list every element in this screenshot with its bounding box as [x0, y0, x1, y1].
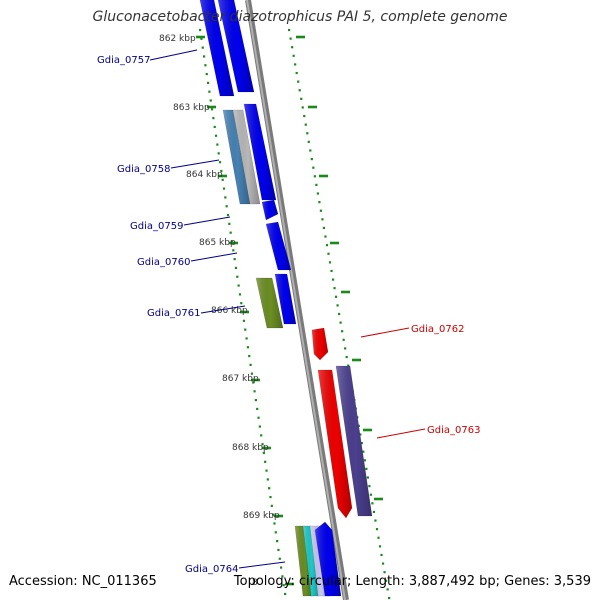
label-layer: 862 kbp 863 kbp 864 kbp 865 kbp 866 kbp 867 k… [97, 34, 480, 588]
gene-feature-shade [262, 200, 278, 220]
gene-label: Gdia_0762 [411, 324, 464, 335]
gene-feature-shade [336, 366, 372, 516]
gene-feature-shade [275, 274, 296, 324]
gene-leader-line [190, 252, 238, 262]
gene-label: Gdia_0757 [97, 55, 150, 66]
gene-leader-line [360, 327, 410, 338]
topology-stats-text: Topology: circular; Length: 3,887,492 bp… [233, 574, 591, 589]
gene-leader-line [200, 305, 246, 314]
gene-feature-shade [266, 222, 291, 270]
gene-feature-shade [295, 526, 313, 596]
gene-leader-line [183, 216, 231, 226]
gene-feature-shade [200, 0, 234, 96]
feature-layer [199, 0, 373, 597]
gene-leader-line [170, 159, 220, 169]
backbone-highlight [246, 0, 346, 600]
gene-feature-shade [303, 526, 319, 596]
gene-leader-line [238, 561, 286, 569]
gene-leader-line [149, 49, 198, 61]
position-label: 8 [252, 578, 258, 588]
gene-feature-shade [312, 328, 328, 360]
gene-leader-line [376, 428, 426, 439]
gene-feature-shade [223, 110, 250, 204]
gene-feature-shade [218, 0, 254, 92]
gene-feature-shade [318, 370, 352, 518]
position-label: 869 kbp [243, 511, 280, 521]
position-label: 863 kbp [173, 103, 210, 113]
gene-label: Gdia_0760 [137, 257, 190, 268]
position-label: 862 kbp [159, 34, 196, 44]
backbone-layer [245, 0, 349, 600]
gene-label: Gdia_0763 [427, 425, 480, 436]
gene-feature-shade [244, 104, 276, 200]
position-label: 867 kbp [222, 374, 259, 384]
position-label: 864 kbp [186, 170, 223, 180]
gene-label: Gdia_0761 [147, 308, 200, 319]
gene-feature-shade [256, 278, 283, 328]
accession-text: Accession: NC_011365 [9, 574, 157, 589]
map-title: Gluconacetobacter diazotrophicus PAI 5, … [92, 9, 508, 25]
gene-label: Gdia_0764 [185, 564, 238, 575]
position-label: 865 kbp [199, 238, 236, 248]
position-label: 868 kbp [232, 443, 269, 453]
gene-feature-shade [233, 110, 260, 204]
gene-feature-shade [315, 522, 341, 596]
gene-label: Gdia_0758 [117, 164, 170, 175]
position-label: 866 kbp [211, 306, 248, 316]
gene-label: Gdia_0759 [130, 221, 183, 232]
